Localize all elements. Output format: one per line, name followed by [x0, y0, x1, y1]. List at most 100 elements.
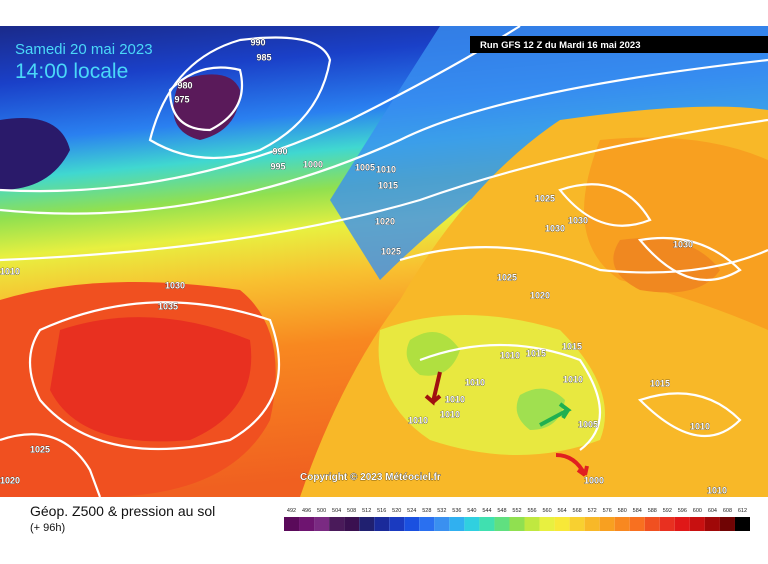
- isobar-label: 1020: [530, 290, 550, 300]
- isobar-label: 1030: [673, 239, 693, 249]
- scale-swatch: [344, 517, 360, 531]
- isobar-label: 1015: [378, 180, 398, 190]
- scale-swatch: [449, 517, 465, 531]
- scale-swatch: [689, 517, 705, 531]
- scale-label: 508: [347, 508, 356, 514]
- scale-label: 520: [392, 508, 401, 514]
- scale-label: 548: [497, 508, 506, 514]
- scale-swatch: [704, 517, 720, 531]
- scale-label: 516: [377, 508, 386, 514]
- scale-swatch: [299, 517, 315, 531]
- scale-swatch: [734, 517, 750, 531]
- scale-label: 600: [693, 508, 702, 514]
- isobar-label: 1010: [690, 421, 710, 431]
- scale-swatch: [464, 517, 480, 531]
- scale-label: 552: [512, 508, 521, 514]
- scale-label: 576: [603, 508, 612, 514]
- scale-label: 540: [467, 508, 476, 514]
- scale-swatch: [419, 517, 435, 531]
- scale-swatch: [719, 517, 735, 531]
- isobar-label: 980: [177, 80, 192, 90]
- scale-label: 512: [362, 508, 371, 514]
- scale-swatch: [329, 517, 345, 531]
- scale-swatch: [539, 517, 555, 531]
- scale-label: 492: [287, 508, 296, 514]
- scale-label: 612: [738, 508, 747, 514]
- isobar-label: 1035: [158, 301, 178, 311]
- isobar-label: 1000: [584, 475, 604, 485]
- isobar-label: 1005: [355, 162, 375, 172]
- isobar-label: 1010: [408, 415, 428, 425]
- color-scale: 492 496 500 504 508 512 516 520 524 528 532 536 540 5…: [284, 508, 750, 531]
- footer-title: Géop. Z500 & pression au sol: [30, 503, 215, 519]
- scale-swatch: [284, 517, 300, 531]
- isobar-label: 1025: [30, 444, 50, 454]
- scale-label: 564: [558, 508, 567, 514]
- isobar-label: 990: [272, 146, 287, 156]
- isobar-label: 1020: [375, 216, 395, 226]
- scale-swatch: [479, 517, 495, 531]
- isobar-label: 1005: [578, 419, 598, 429]
- scale-label: 556: [527, 508, 536, 514]
- scale-label: 560: [542, 508, 551, 514]
- isobar-label: 1010: [440, 409, 460, 419]
- scale-swatch: [374, 517, 390, 531]
- scale-swatch: [509, 517, 525, 531]
- scale-swatch: [659, 517, 675, 531]
- isobar-label: 1010: [500, 350, 520, 360]
- isobar-label: 1030: [165, 280, 185, 290]
- scale-label: 544: [482, 508, 491, 514]
- scale-swatch: [404, 517, 420, 531]
- scale-label: 588: [648, 508, 657, 514]
- scale-swatch: [494, 517, 510, 531]
- scale-label: 572: [588, 508, 597, 514]
- scale-label: 496: [302, 508, 311, 514]
- scale-swatch: [314, 517, 330, 531]
- isobar-label: 1000: [303, 159, 323, 169]
- isobar-label: 995: [270, 161, 285, 171]
- scale-label: 608: [723, 508, 732, 514]
- scale-swatch: [584, 517, 600, 531]
- scale-swatch: [644, 517, 660, 531]
- scale-label: 524: [407, 508, 416, 514]
- map: [0, 25, 768, 498]
- isobar-label: 1010: [707, 485, 727, 495]
- scale-label: 528: [422, 508, 431, 514]
- isobar-label: 1025: [497, 272, 517, 282]
- isobar-label: 985: [256, 52, 271, 62]
- isobar-label: 1030: [568, 215, 588, 225]
- isobar-label: 1015: [562, 341, 582, 351]
- scale-swatch: [524, 517, 540, 531]
- scale-label: 596: [678, 508, 687, 514]
- isobar-label: 1025: [535, 193, 555, 203]
- scale-swatch: [674, 517, 690, 531]
- scale-label: 592: [663, 508, 672, 514]
- scale-label: 536: [452, 508, 461, 514]
- run-info: Run GFS 12 Z du Mardi 16 mai 2023: [480, 40, 641, 51]
- isobar-label: 975: [174, 94, 189, 104]
- scale-swatch: [614, 517, 630, 531]
- scale-swatch: [599, 517, 615, 531]
- scale-swatch: [389, 517, 405, 531]
- scale-swatch: [629, 517, 645, 531]
- isobar-label: 1020: [0, 475, 20, 485]
- isobar-label: 990: [250, 37, 265, 47]
- scale-swatch: [554, 517, 570, 531]
- isobar-label: 1030: [545, 223, 565, 233]
- scale-label: 604: [708, 508, 717, 514]
- scale-swatch: [434, 517, 450, 531]
- scale-swatch: [359, 517, 375, 531]
- scale-label: 532: [437, 508, 446, 514]
- scale-label: 500: [317, 508, 326, 514]
- isobar-label: 1010: [465, 377, 485, 387]
- scale-swatch: [569, 517, 585, 531]
- isobar-label: 1010: [376, 164, 396, 174]
- scale-label: 504: [332, 508, 341, 514]
- isobar-label: 1010: [563, 374, 583, 384]
- time: 14:00 locale: [15, 60, 128, 83]
- isobar-label: 1015: [650, 378, 670, 388]
- date: Samedi 20 mai 2023: [15, 41, 153, 58]
